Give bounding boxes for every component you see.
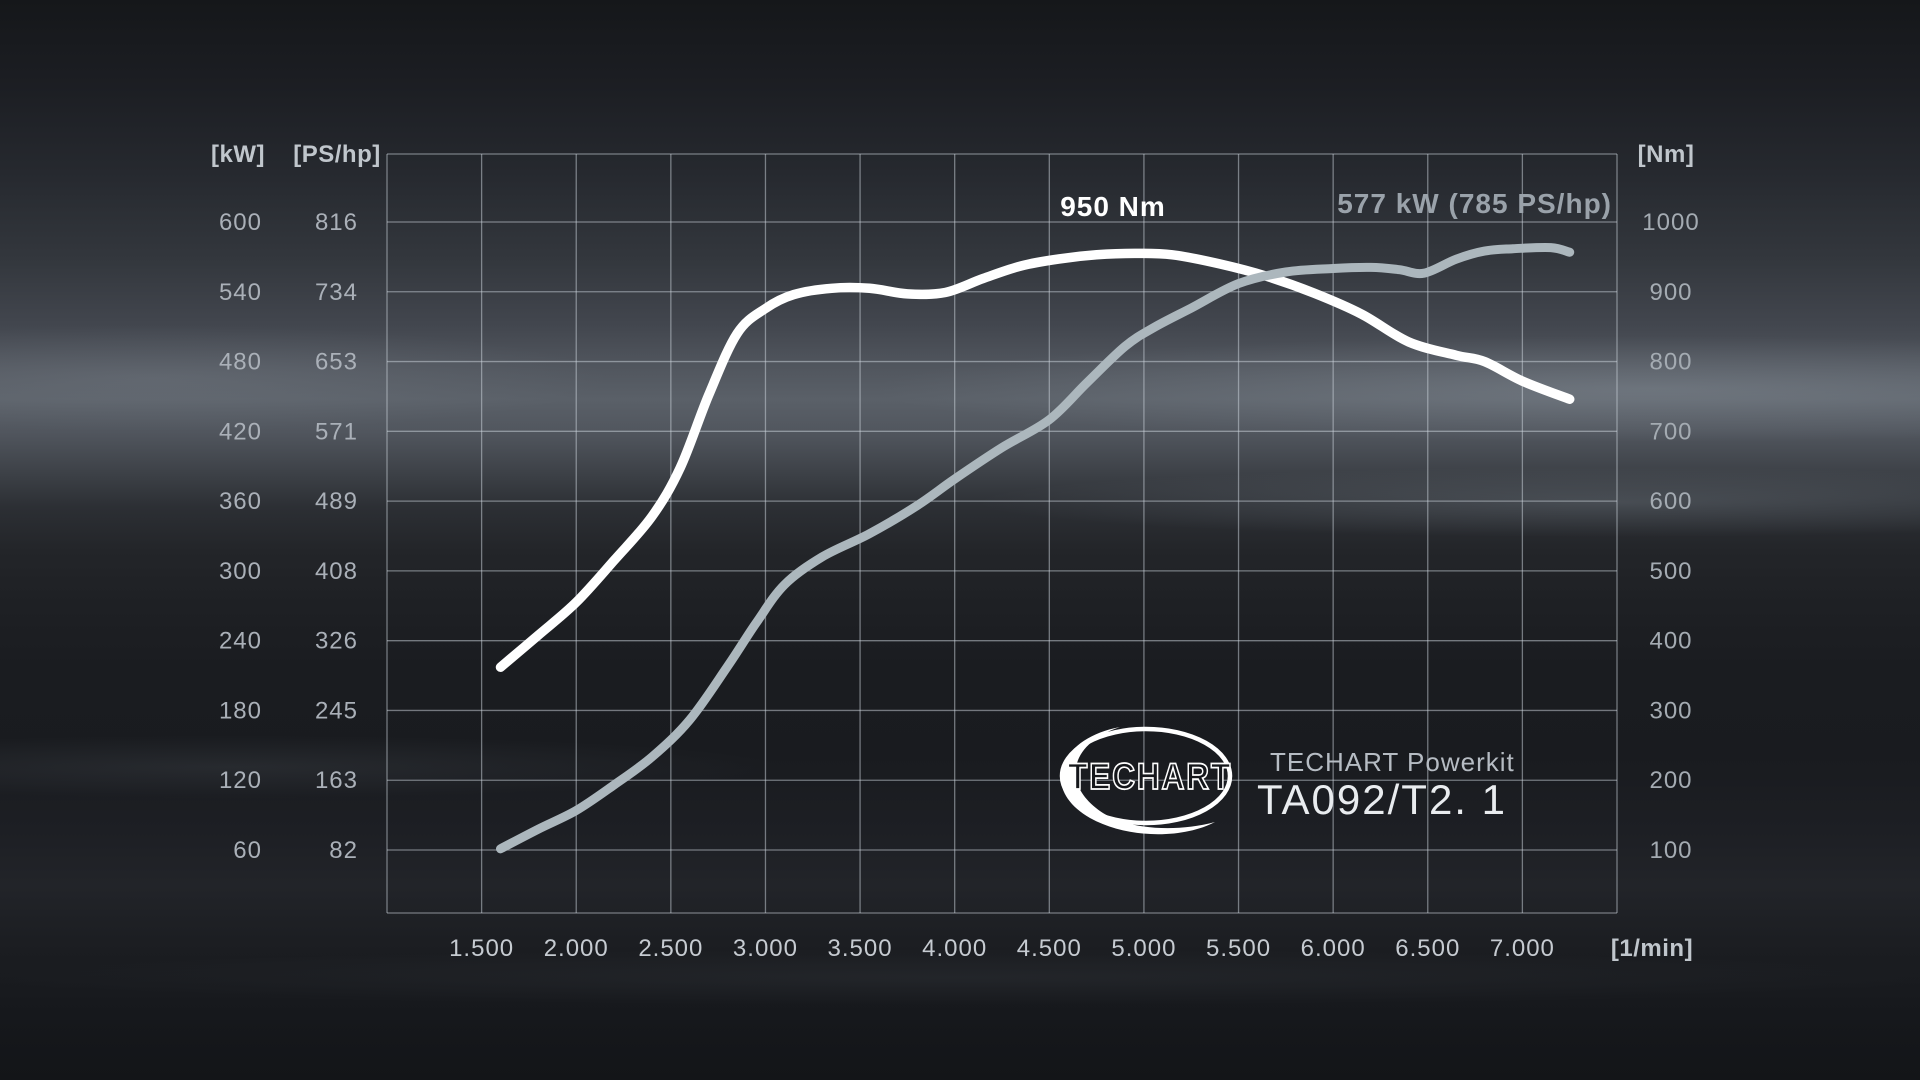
rpm-tick-label: 1.500 — [449, 935, 514, 962]
rpm-tick-label: 7.000 — [1490, 935, 1555, 962]
model-code-label: TA092/T2. 1 — [1257, 776, 1507, 823]
power-curve — [496, 242, 1575, 854]
ps-tick-label: 245 — [315, 697, 358, 724]
rpm-tick-label: 2.000 — [544, 935, 609, 962]
ps-tick-label: 326 — [315, 628, 358, 655]
nm-tick-label: 400 — [1649, 628, 1692, 655]
left-axis-kw-header: [kW] — [211, 141, 265, 168]
nm-tick-label: 100 — [1649, 837, 1692, 864]
kw-tick-label: 360 — [219, 488, 262, 515]
ps-tick-label: 571 — [315, 418, 358, 445]
nm-tick-label: 800 — [1649, 349, 1692, 376]
ps-tick-label: 734 — [315, 279, 358, 306]
rpm-tick-label: 3.000 — [733, 935, 798, 962]
kw-tick-label: 300 — [219, 558, 262, 585]
x-axis-unit-label: [1/min] — [1611, 935, 1693, 962]
nm-tick-label: 900 — [1649, 279, 1692, 306]
rpm-tick-label: 4.500 — [1017, 935, 1082, 962]
curves — [495, 242, 1575, 854]
nm-tick-label: 600 — [1649, 488, 1692, 515]
kw-tick-label: 480 — [219, 349, 262, 376]
power-peak-annotation: 577 kW (785 PS/hp) — [1337, 188, 1612, 219]
powerkit-label: TECHART Powerkit — [1270, 747, 1515, 777]
nm-tick-label: 200 — [1649, 767, 1692, 794]
rpm-tick-label: 5.500 — [1206, 935, 1271, 962]
logo-wordmark: TECHART — [1068, 757, 1232, 798]
kw-tick-label: 180 — [219, 697, 262, 724]
kw-tick-label: 240 — [219, 628, 262, 655]
torque-peak-annotation: 950 Nm — [1060, 191, 1166, 222]
axis-ticks: 600 540 480 420 360 300 240 180 120 60 816 734 653 57… — [219, 209, 1699, 962]
rpm-tick-label: 4.000 — [922, 935, 987, 962]
right-axis-nm-header: [Nm] — [1638, 141, 1695, 168]
rpm-tick-label: 3.500 — [828, 935, 893, 962]
kw-tick-label: 600 — [219, 209, 262, 236]
grid — [386, 153, 1618, 914]
rpm-tick-label: 6.500 — [1395, 935, 1460, 962]
techart-logo: TECHART — [1059, 726, 1233, 835]
kw-tick-label: 540 — [219, 279, 262, 306]
nm-tick-label: 500 — [1649, 558, 1692, 585]
torque-curve — [495, 248, 1575, 672]
ps-tick-label: 653 — [315, 349, 358, 376]
rpm-tick-label: 6.000 — [1301, 935, 1366, 962]
ps-tick-label: 408 — [315, 558, 358, 585]
nm-tick-label: 300 — [1649, 697, 1692, 724]
ps-tick-label: 489 — [315, 488, 358, 515]
ps-tick-label: 82 — [329, 837, 358, 864]
ps-tick-label: 816 — [315, 209, 358, 236]
rpm-tick-label: 2.500 — [638, 935, 703, 962]
kw-tick-label: 120 — [219, 767, 262, 794]
nm-tick-label: 700 — [1649, 418, 1692, 445]
ps-tick-label: 163 — [315, 767, 358, 794]
nm-tick-label: 1000 — [1642, 209, 1699, 236]
kw-tick-label: 420 — [219, 418, 262, 445]
kw-tick-label: 60 — [233, 837, 262, 864]
rpm-tick-label: 5.000 — [1111, 935, 1176, 962]
left-axis-ps-header: [PS/hp] — [293, 141, 381, 168]
